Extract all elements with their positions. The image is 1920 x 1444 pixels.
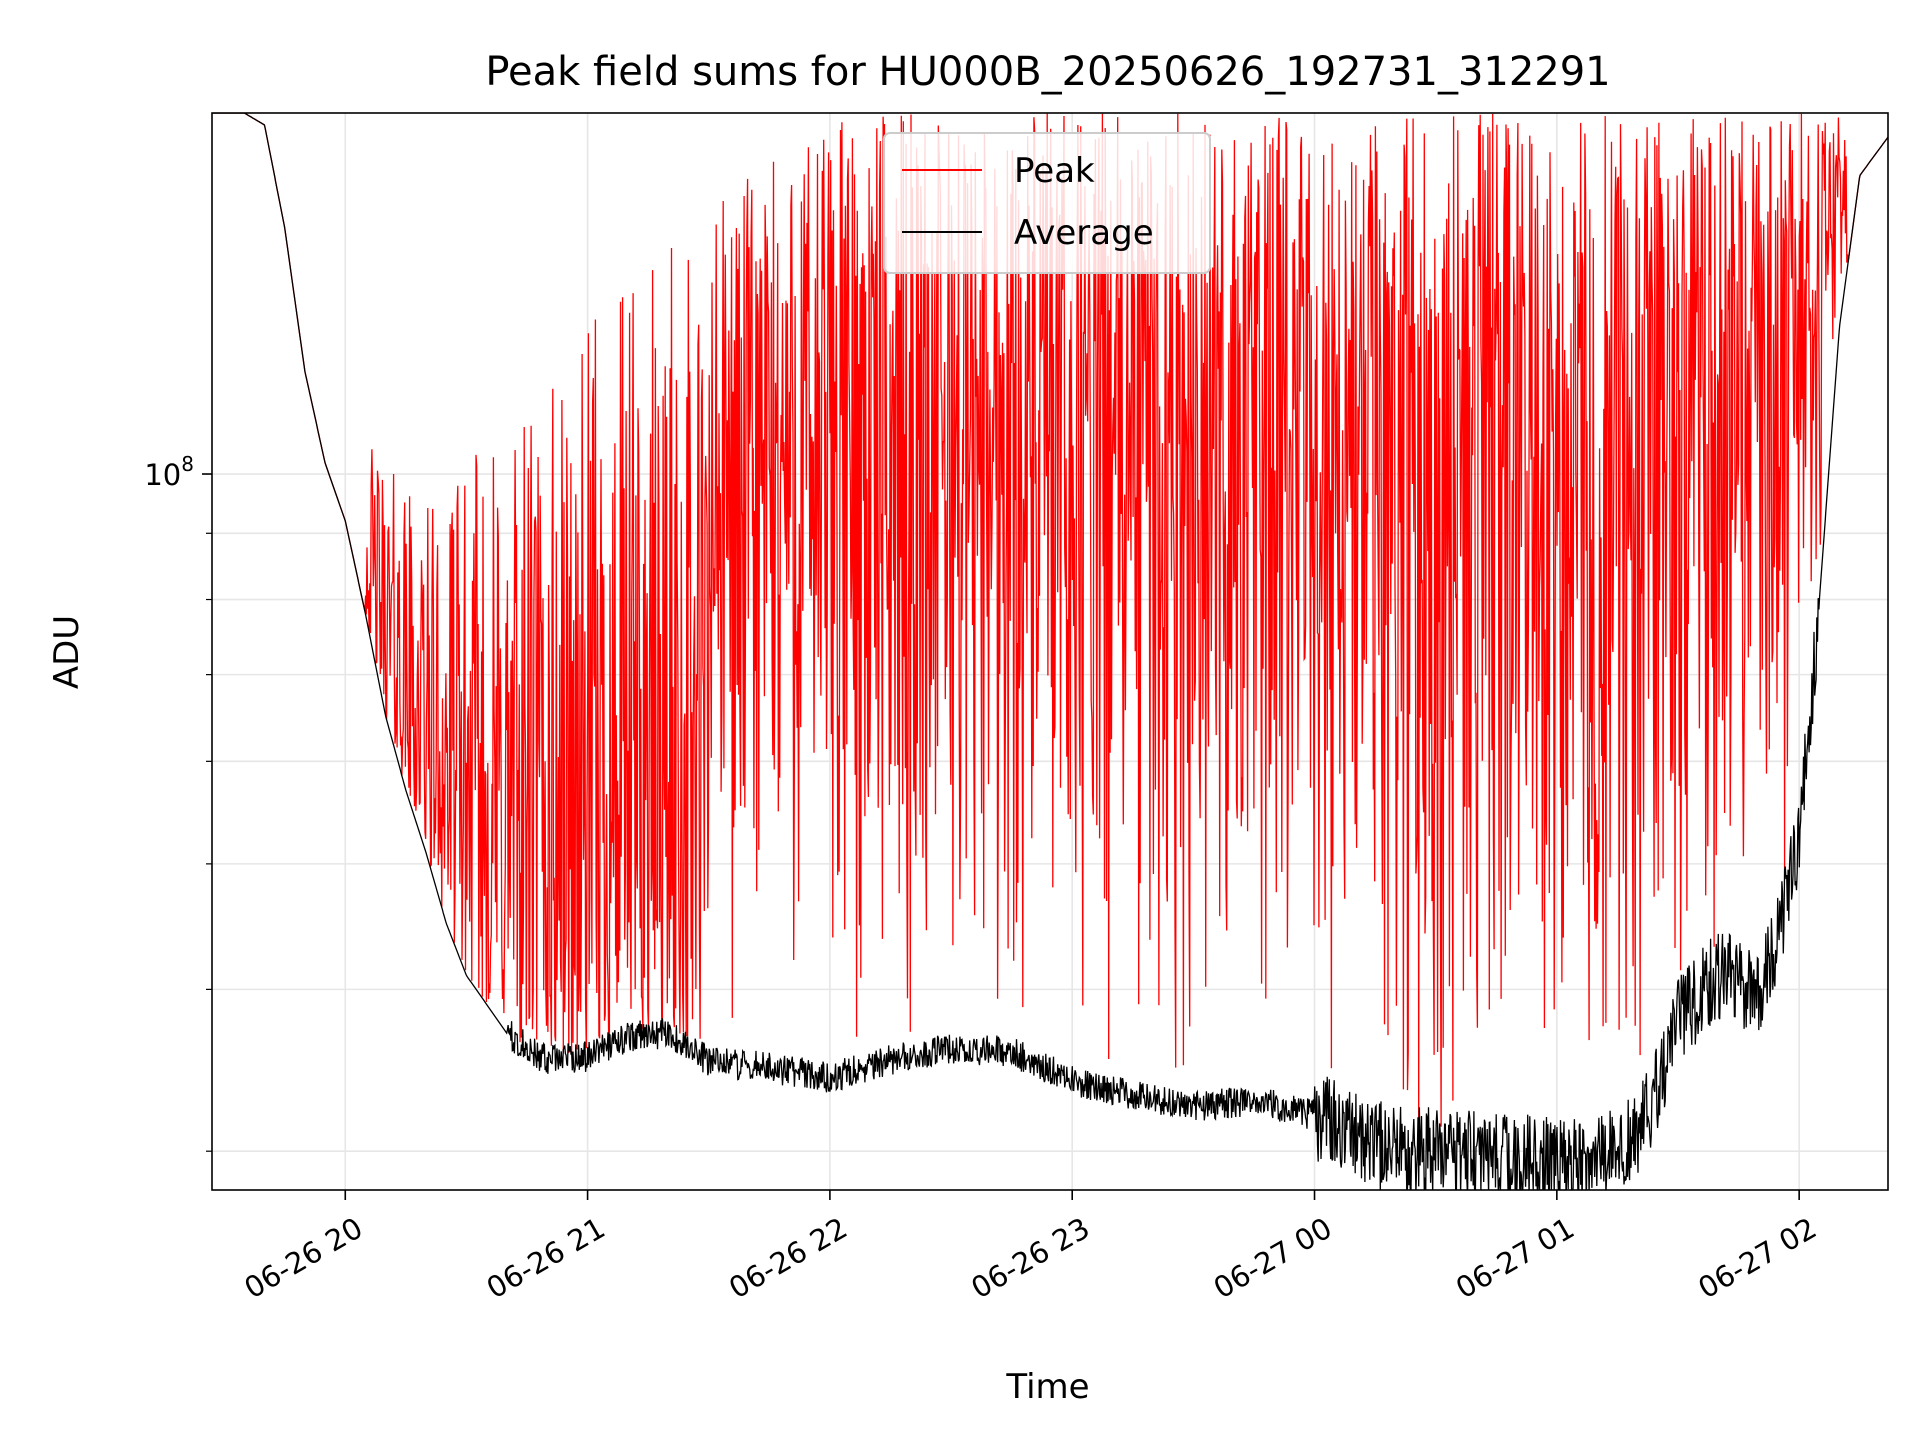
x-tick-label: 06-26 23 [965,1211,1095,1306]
x-tick-label: 06-27 00 [1208,1211,1338,1306]
series-line-average [212,113,1888,1190]
x-tick-label: 06-27 01 [1450,1211,1580,1306]
legend-peak-label: Peak [1014,151,1095,191]
legend-box [883,132,1211,274]
x-axis-ticks: 06-26 20 06-26 21 06-26 22 06-26 23 06-27 00… [238,1190,1822,1305]
x-axis-label: Time [1005,1367,1089,1407]
plot-frame [211,112,1889,1191]
chart-title: Peak field sums for HU000B_20250626_1927… [485,49,1610,95]
series-layer [212,113,1888,1190]
legend: Peak Average [883,132,1211,274]
x-tick-label: 06-26 21 [481,1211,611,1306]
y-tick-label: 108 [144,452,194,492]
y-axis-ticks: 108 [144,452,212,1152]
x-tick-label: 06-26 20 [238,1211,368,1306]
y-axis-label: ADU [47,615,87,689]
legend-average-label: Average [1014,213,1154,253]
x-tick-label: 06-26 22 [723,1211,853,1306]
x-tick-label: 06-27 02 [1692,1211,1822,1306]
